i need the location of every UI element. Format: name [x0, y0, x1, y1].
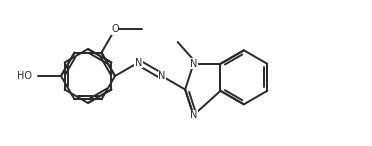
Text: N: N	[158, 71, 166, 81]
Text: HO: HO	[17, 71, 32, 81]
Text: O: O	[111, 24, 119, 34]
Text: N: N	[135, 58, 142, 67]
Text: N: N	[190, 110, 197, 120]
Text: N: N	[190, 59, 197, 69]
